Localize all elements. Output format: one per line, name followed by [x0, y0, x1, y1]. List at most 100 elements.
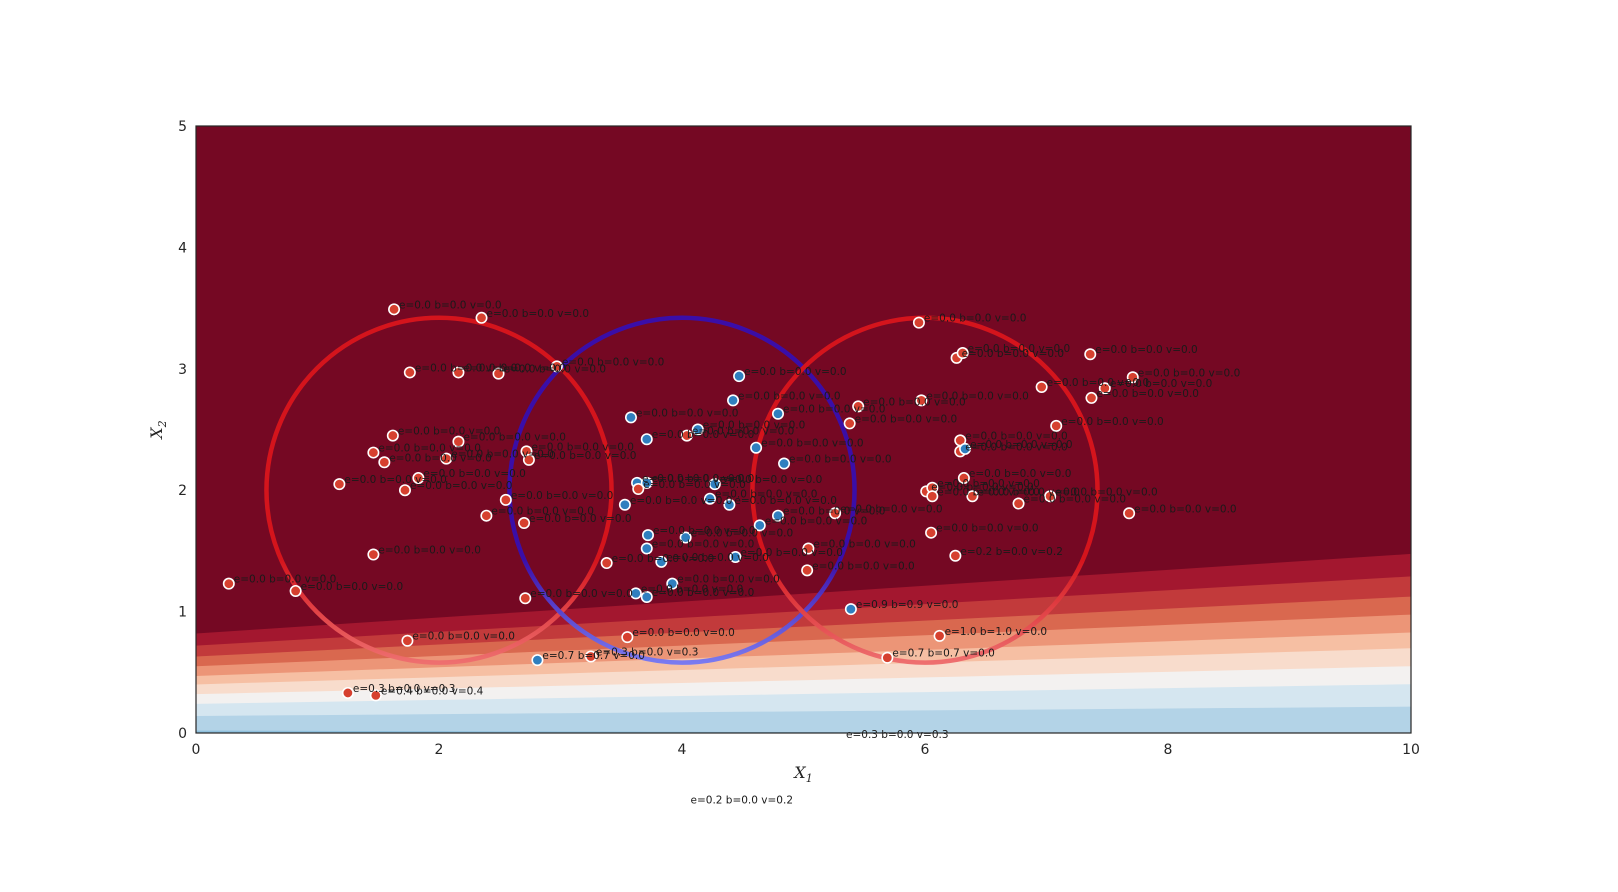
point-label: e=0.0 b=0.0 v=0.0 [715, 489, 818, 501]
point-label: e=0.0 b=0.0 v=0.0 [399, 299, 502, 311]
point-label: e=0.0 b=0.0 v=0.0 [1061, 416, 1164, 428]
point-red [367, 446, 380, 459]
point-red [843, 417, 856, 430]
point-red [829, 507, 842, 520]
point-label: e=0.0 b=0.0 v=0.0 [924, 313, 1027, 325]
point-blue [640, 591, 653, 604]
x-axis-label: X1 [792, 763, 812, 785]
point-red [378, 456, 391, 469]
y-axis-label-sub: 2 [156, 420, 169, 428]
point-red [926, 490, 939, 503]
circle-blue-1 [507, 315, 857, 665]
point-red [600, 557, 613, 570]
point-blue [618, 498, 631, 511]
point-label: e=0.0 b=0.0 v=0.0 [529, 513, 632, 525]
point-label: e=0.0 b=0.0 v=0.0 [813, 538, 916, 550]
point-red [1126, 371, 1139, 384]
point-red [522, 453, 535, 466]
point-red [480, 509, 493, 522]
point-red [925, 526, 938, 539]
point-label: e=0.0 b=0.0 v=0.0 [344, 474, 447, 486]
point-red [949, 549, 962, 562]
point-label: e=0.3 b=0.0 v=0.3 [353, 683, 456, 695]
y-tick-label: 0 [178, 726, 187, 742]
point-red [956, 347, 969, 360]
point-blue [727, 394, 740, 407]
point-label: e=0.0 b=0.0 v=0.0 [632, 627, 735, 639]
point-red [1123, 507, 1136, 520]
point-label: e=0.0 b=0.0 v=0.0 [423, 468, 526, 480]
point-label: e=0.0 b=0.0 v=0.0 [691, 528, 794, 540]
circle-red-2 [750, 315, 1100, 665]
point-label: e=0.0 b=0.0 v=0.0 [1134, 503, 1237, 515]
point-red [499, 493, 512, 506]
point-blue [531, 654, 544, 667]
point-label: e=0.0 b=0.0 v=0.0 [653, 525, 756, 537]
point-blue [624, 411, 637, 424]
point-red [341, 686, 354, 699]
point-red [957, 472, 970, 485]
point-blue [753, 519, 766, 532]
point-red [915, 394, 928, 407]
point-red [1044, 490, 1057, 503]
point-red [1084, 348, 1097, 361]
x-tick-label: 4 [678, 742, 687, 758]
surface-band-12 [196, 803, 1411, 868]
point-label: e=0.0 b=0.0 v=0.0 [378, 545, 481, 557]
point-label: e=0.0 b=0.0 v=0.0 [451, 449, 554, 461]
point-red [386, 429, 399, 442]
point-blue [655, 555, 668, 568]
point-label: e=0.0 b=0.0 v=0.0 [666, 552, 769, 564]
circle-group [264, 315, 1100, 665]
point-label: e=0.9 b=0.9 v=0.0 [856, 599, 959, 611]
point-blue [640, 433, 653, 446]
axis-ticks-group: 0 2 4 6 8 10 0 1 2 3 4 5 [178, 119, 1420, 758]
point-label: e=0.0 b=0.0 v=0.0 [643, 479, 746, 491]
point-label: e=0.0 b=0.0 v=0.0 [530, 588, 633, 600]
point-label: e=0.0 b=0.0 v=0.0 [740, 547, 843, 559]
point-red [440, 452, 453, 465]
y-tick-label: 5 [178, 119, 187, 135]
point-blue [641, 529, 654, 542]
point-label: e=0.0 b=0.0 v=0.0 [398, 426, 501, 438]
point-label: e=0.0 b=0.0 v=0.0 [412, 631, 515, 643]
point-label: e=0.0 b=0.0 v=0.0 [783, 404, 886, 416]
point-label: e=0.0 b=0.0 v=0.0 [641, 583, 744, 595]
point-red [852, 400, 865, 413]
point-red [1050, 419, 1063, 432]
point-label: e=0.0 b=0.0 v=0.0 [765, 515, 868, 527]
point-label: e=0.0 b=0.0 v=0.0 [936, 523, 1039, 535]
points-group [222, 303, 1139, 702]
x-axis-label-main: X [792, 763, 806, 782]
point-blue [778, 457, 791, 470]
x-tick-label: 10 [1402, 742, 1420, 758]
point-blue [640, 476, 653, 489]
point-label: e=0.2 b=0.0 v=0.2 [691, 794, 794, 806]
point-blue [708, 478, 721, 491]
point-label: e=0.0 b=0.0 v=0.0 [1047, 377, 1150, 389]
point-red [452, 435, 465, 448]
point-red [1035, 381, 1048, 394]
point-blue [723, 498, 736, 511]
point-label: e=0.0 b=0.0 v=0.0 [1096, 388, 1199, 400]
point-blue [844, 603, 857, 616]
point-label: e=0.0 b=0.0 v=0.0 [463, 362, 566, 374]
x-tick-label: 6 [921, 742, 930, 758]
point-red [912, 316, 925, 329]
point-label: e=0.0 b=0.0 v=0.0 [968, 343, 1071, 355]
x-tick-label: 0 [192, 742, 201, 758]
point-label: e=0.0 b=0.0 v=0.0 [636, 407, 739, 419]
y-tick-label: 4 [178, 240, 187, 256]
point-red [369, 689, 382, 702]
point-blue [729, 550, 742, 563]
point-label: e=0.0 b=0.0 v=0.0 [744, 366, 847, 378]
y-axis-label-main: X [147, 427, 166, 441]
point-label: e=0.0 b=0.0 v=0.0 [378, 443, 481, 455]
point-label: e=0.0 b=0.0 v=0.0 [534, 450, 637, 462]
point-label: e=0.7 b=0.7 v=0.0 [542, 650, 645, 662]
point-red [519, 592, 532, 605]
point-red [412, 472, 425, 485]
point-label: e=0.0 b=0.0 v=0.0 [692, 426, 795, 438]
point-red [1098, 382, 1111, 395]
